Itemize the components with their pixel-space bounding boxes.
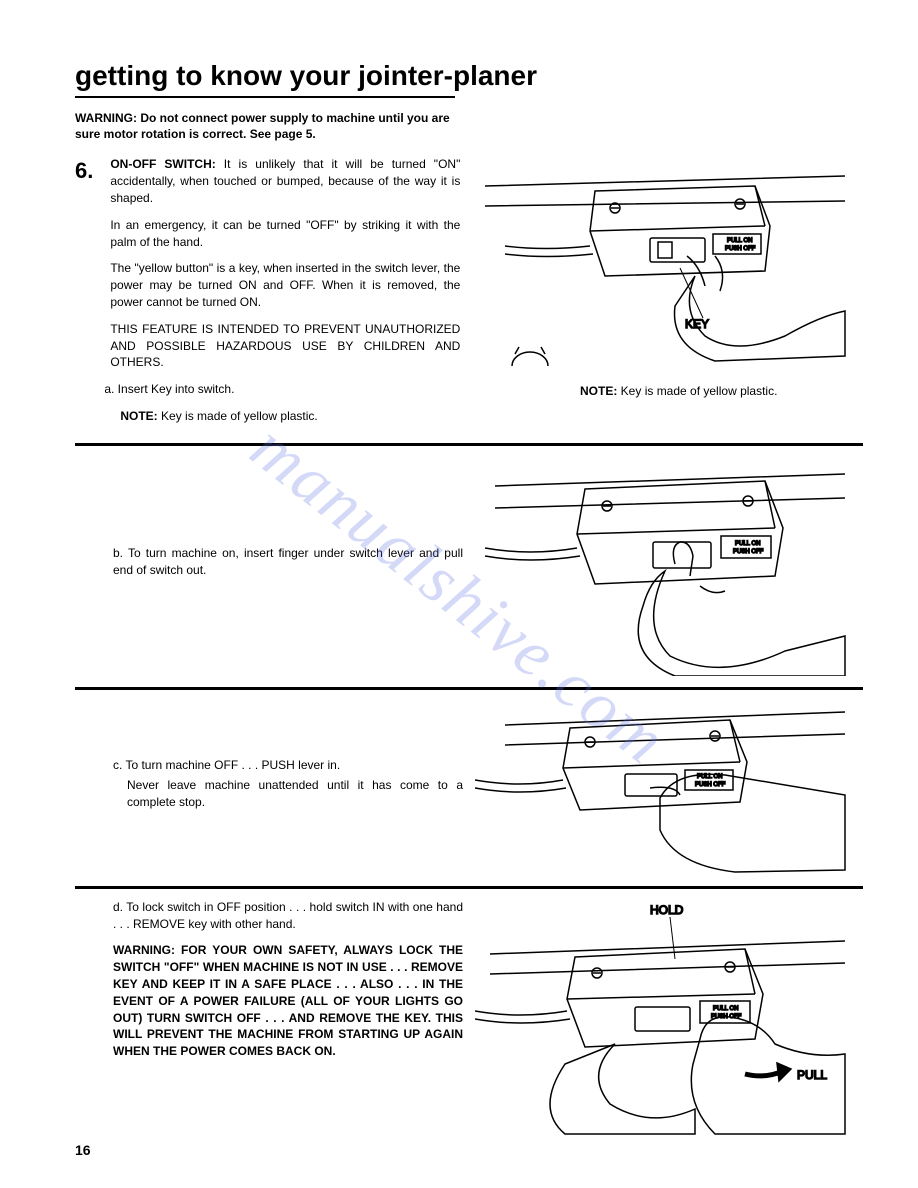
step-6-heading: ON-OFF SWITCH: (110, 157, 215, 171)
fig4-hold-label: HOLD (650, 903, 684, 917)
fig2-push-off: PUSH OFF (733, 549, 764, 555)
step-b: b. To turn machine on, insert finger und… (113, 545, 463, 579)
page-title: getting to know your jointer-planer (75, 60, 863, 92)
step-d-warning: WARNING: FOR YOUR OWN SAFETY, ALWAYS LOC… (113, 942, 463, 1060)
fig4-pull-on: PULL ON (713, 1006, 738, 1012)
fig2-pull-on: PULL ON (735, 541, 760, 547)
fig1-note-label: NOTE: (580, 384, 617, 398)
title-underline (75, 96, 455, 98)
step-c: c. To turn machine OFF . . . PUSH lever … (113, 757, 463, 774)
step-6-p2: In an emergency, it can be turned "OFF" … (110, 217, 460, 251)
section-d: d. To lock switch in OFF position . . . … (75, 899, 863, 1142)
page-number: 16 (75, 1142, 91, 1158)
switch-on-diagram: PULL ON PUSH OFF (475, 456, 855, 676)
switch-key-diagram: PULL ON PUSH OFF KEY (475, 156, 855, 366)
step-6-p4: THIS FEATURE IS INTENDED TO PREVENT UNAU… (110, 321, 460, 371)
step-6-p3: The "yellow button" is a key, when inser… (110, 260, 460, 310)
section-c-text: c. To turn machine OFF . . . PUSH lever … (75, 757, 475, 821)
section-6-text: 6. ON-OFF SWITCH: It is unlikely that it… (75, 156, 475, 434)
section-d-text: d. To lock switch in OFF position . . . … (75, 899, 475, 1070)
figure-1: PULL ON PUSH OFF KEY NOTE: Key is made o… (475, 156, 863, 369)
figure-4: HOLD PULL ON PUSH OFF (475, 899, 863, 1142)
fig1-key-label: KEY (685, 317, 709, 331)
divider-1 (75, 443, 863, 446)
switch-lock-diagram: HOLD PULL ON PUSH OFF (475, 899, 855, 1139)
step-6a: a. Insert Key into switch. (104, 381, 460, 398)
step-6a-note-label: NOTE: (120, 409, 157, 423)
manual-page: getting to know your jointer-planer WARN… (0, 0, 918, 1188)
section-b-text: b. To turn machine on, insert finger und… (75, 545, 475, 589)
step-6a-note: Key is made of yellow plastic. (158, 409, 318, 423)
section-6: 6. ON-OFF SWITCH: It is unlikely that it… (75, 156, 863, 434)
switch-off-diagram: PULL ON PUSH OFF (475, 700, 855, 875)
divider-2 (75, 687, 863, 690)
fig3-push-off: PUSH OFF (695, 782, 726, 788)
figure-3: PULL ON PUSH OFF (475, 700, 863, 878)
fig1-push-off: PUSH OFF (725, 246, 756, 252)
step-d: d. To lock switch in OFF position . . . … (113, 899, 463, 933)
figure-2: PULL ON PUSH OFF (475, 456, 863, 679)
divider-3 (75, 886, 863, 889)
section-b: b. To turn machine on, insert finger und… (75, 456, 863, 679)
fig4-pull-label: PULL (797, 1068, 827, 1082)
fig1-note: Key is made of yellow plastic. (617, 384, 777, 398)
step-number-6: 6. (75, 156, 107, 187)
section-c: c. To turn machine OFF . . . PUSH lever … (75, 700, 863, 878)
warning-top: WARNING: Do not connect power supply to … (75, 110, 455, 142)
fig1-pull-on: PULL ON (727, 238, 752, 244)
step-c-sub: Never leave machine unattended until it … (127, 777, 463, 811)
